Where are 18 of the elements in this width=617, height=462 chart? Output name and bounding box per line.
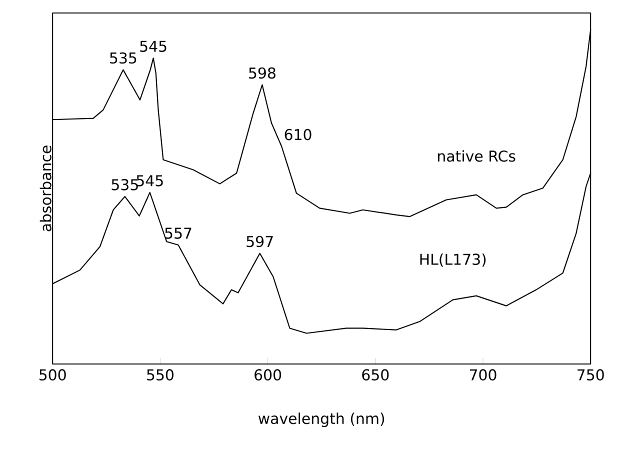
x-axis-title: wavelength (nm) [258,412,384,428]
text: native RCs [438,150,516,162]
y-axis-title: absorbance [40,146,52,232]
x-tick-label: 650 [362,369,389,380]
annotation: 610 [284,128,312,140]
annotation: 535 [110,52,136,64]
annotation: 598 [249,67,276,79]
x-tick-label: 600 [254,369,282,380]
x-tick-label: 750 [578,369,604,380]
annotation: 597 [246,236,273,248]
x-tick-label: 500 [39,369,66,380]
x-tick-label: 700 [470,369,496,380]
annotation: 545 [136,175,163,186]
text: HL(L173) [420,253,486,267]
annotation: 545 [140,40,166,52]
x-tick-label: 550 [147,369,174,380]
annotation: 535 [112,179,138,190]
annotation: 557 [165,228,192,239]
